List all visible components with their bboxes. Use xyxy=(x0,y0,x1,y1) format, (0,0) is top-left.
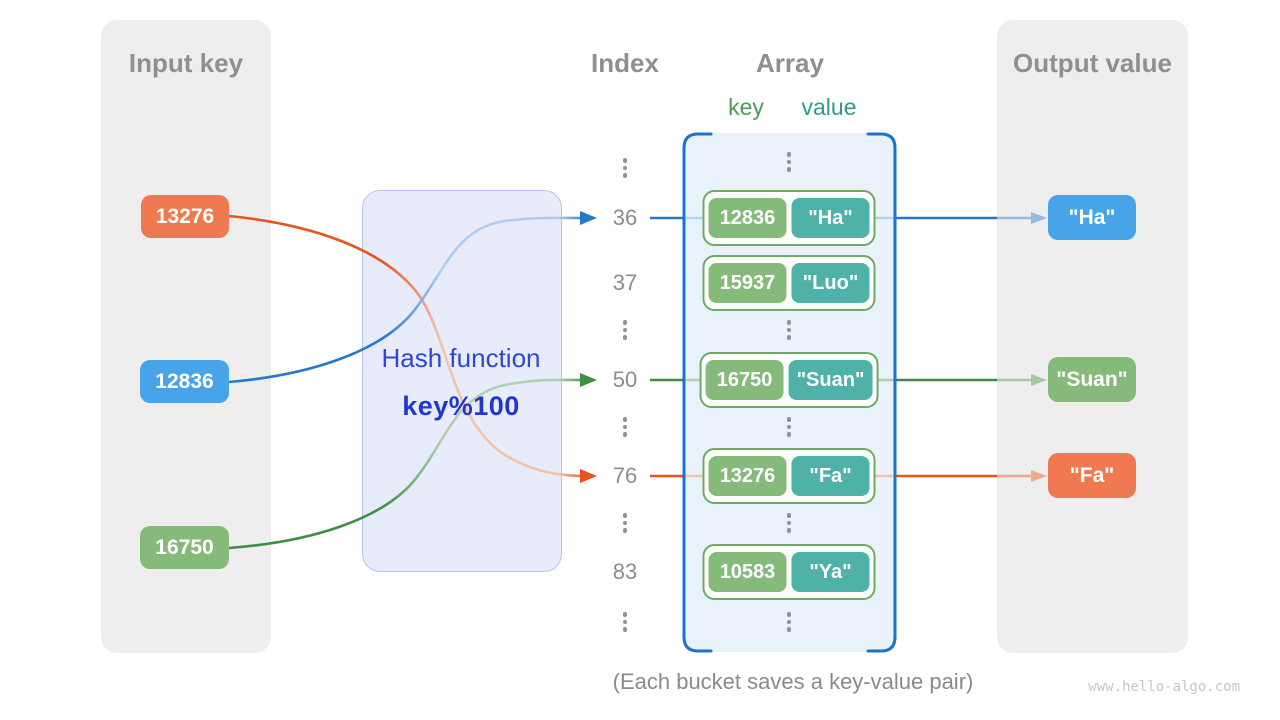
index-ellipsis-icon xyxy=(615,320,635,340)
bucket-pair-ha: 12836 "Ha" xyxy=(702,190,876,246)
input-key-13276: 13276 xyxy=(141,195,229,238)
pair-key: 10583 xyxy=(708,552,787,592)
output-panel-title: Output value xyxy=(1013,48,1172,78)
pair-key: 13276 xyxy=(708,456,787,496)
pair-value: "Fa" xyxy=(791,456,870,496)
index-ellipsis-icon xyxy=(615,513,635,533)
watermark: www.hello-algo.com xyxy=(1088,679,1240,695)
bucket-pair-fa: 13276 "Fa" xyxy=(702,448,876,504)
index-value-76: 76 xyxy=(612,463,638,488)
bucket-pair-suan: 16750 "Suan" xyxy=(699,352,879,408)
index-value-83: 83 xyxy=(612,559,638,584)
pair-value: "Ya" xyxy=(791,552,870,592)
array-ellipsis-icon xyxy=(779,513,799,533)
hash-function-expression: key%100 xyxy=(402,391,520,421)
array-ellipsis-icon xyxy=(779,417,799,437)
bucket-pair-ya: 10583 "Ya" xyxy=(702,544,876,600)
pair-key: 15937 xyxy=(708,263,787,303)
array-ellipsis-icon xyxy=(779,152,799,172)
hash-function-label: Hash function xyxy=(381,343,541,373)
output-value-suan: "Suan" xyxy=(1048,357,1136,402)
index-value-50: 50 xyxy=(612,367,638,392)
diagram-caption: (Each bucket saves a key-value pair) xyxy=(612,669,974,694)
output-value-ha: "Ha" xyxy=(1048,195,1136,240)
array-ellipsis-icon xyxy=(779,612,799,632)
pair-key: 12836 xyxy=(708,198,787,238)
input-key-12836: 12836 xyxy=(140,360,229,403)
output-value-panel xyxy=(997,20,1188,653)
pair-value: "Suan" xyxy=(788,360,873,400)
index-value-36: 36 xyxy=(612,205,638,230)
index-value-37: 37 xyxy=(612,270,638,295)
array-panel-title: Array xyxy=(756,48,824,78)
array-ellipsis-icon xyxy=(779,320,799,340)
input-key-16750: 16750 xyxy=(140,526,229,569)
value-header-label: value xyxy=(801,94,857,120)
pair-value: "Luo" xyxy=(791,263,870,303)
index-ellipsis-icon xyxy=(615,417,635,437)
key-header-label: key xyxy=(728,94,764,120)
hash-function-box xyxy=(362,190,562,572)
bucket-pair-luo: 15937 "Luo" xyxy=(702,255,876,311)
output-value-fa: "Fa" xyxy=(1048,453,1136,498)
index-ellipsis-icon xyxy=(615,158,635,178)
pair-value: "Ha" xyxy=(791,198,870,238)
pair-key: 16750 xyxy=(705,360,784,400)
index-ellipsis-icon xyxy=(615,612,635,632)
index-column-title: Index xyxy=(591,48,659,78)
input-panel-title: Input key xyxy=(128,48,244,78)
